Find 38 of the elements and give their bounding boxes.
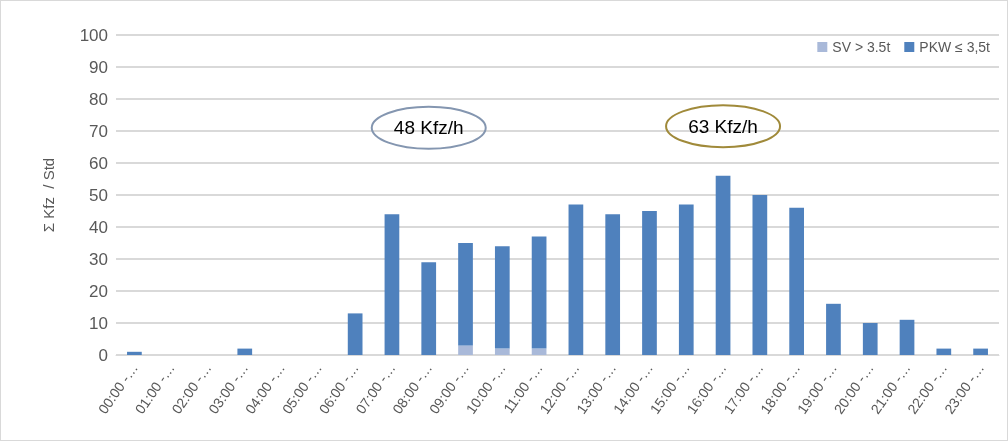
y-tick-label: 50 <box>89 185 108 205</box>
y-tick-label: 0 <box>98 345 108 365</box>
bar <box>862 323 878 355</box>
bar <box>789 207 804 355</box>
bar <box>384 214 400 355</box>
bar <box>899 319 915 355</box>
y-tick-label: 40 <box>89 217 108 237</box>
bar <box>494 246 510 349</box>
bar <box>715 175 731 355</box>
y-tick-label: 100 <box>79 25 108 45</box>
bar <box>605 214 621 355</box>
bar <box>494 348 510 355</box>
annotation: 48 Kfz/h <box>393 117 464 139</box>
bar <box>826 303 841 355</box>
legend-label: PKW ≤ 3,5t <box>919 39 991 55</box>
y-tick-label: 30 <box>89 249 108 269</box>
legend-label: SV > 3.5t <box>832 39 891 55</box>
bar <box>458 345 473 355</box>
bar <box>237 348 253 355</box>
bar <box>458 243 473 346</box>
y-tick-label: 70 <box>89 121 108 141</box>
bar <box>678 204 694 355</box>
bar <box>568 204 584 355</box>
y-tick-label: 90 <box>89 57 108 77</box>
bar <box>752 195 768 355</box>
bar <box>973 348 988 355</box>
y-tick-label: 20 <box>89 281 108 301</box>
bar <box>347 313 363 355</box>
y-tick-label: 60 <box>89 153 108 173</box>
bar <box>642 211 657 355</box>
y-tick-label: 10 <box>89 313 108 333</box>
y-tick-label: 80 <box>89 89 108 109</box>
bar <box>936 348 952 355</box>
bar <box>127 351 142 355</box>
bar <box>421 262 437 355</box>
annotation: 63 Kfz/h <box>688 115 758 137</box>
y-axis-title: Σ Kfz / Std <box>40 157 57 233</box>
bar <box>531 236 547 349</box>
